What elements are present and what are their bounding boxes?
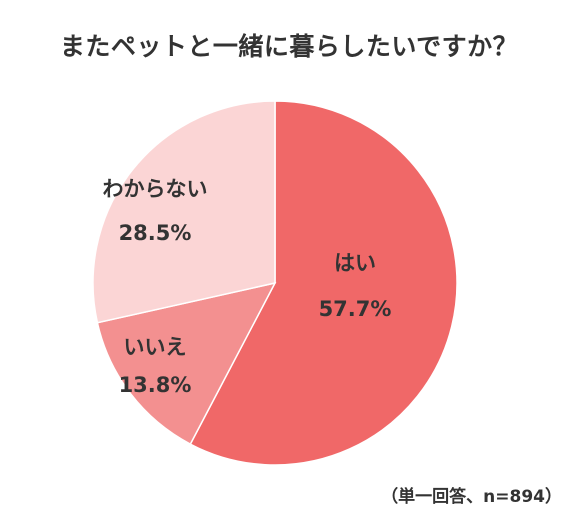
slice-value-unknown: 28.5% (119, 221, 192, 245)
pie-labels: はい 57.7% いいえ 13.8% わからない 28.5% (103, 177, 392, 397)
chart-title: またペットと一緒に暮らしたいですか？ (59, 32, 519, 61)
pie-slice-no (96, 281, 277, 446)
slice-value-yes: 57.7% (319, 297, 392, 321)
slice-value-no: 13.8% (119, 373, 192, 397)
slice-label-yes: はい (334, 251, 376, 275)
sample-note: （単一回答、n=894） (381, 487, 562, 507)
slice-label-unknown: わからない (103, 177, 208, 201)
slice-label-no: いいえ (124, 335, 187, 359)
pie-slices (92, 100, 458, 466)
pie-slice-yes (189, 100, 458, 466)
pie-slice-unknown (92, 100, 276, 324)
